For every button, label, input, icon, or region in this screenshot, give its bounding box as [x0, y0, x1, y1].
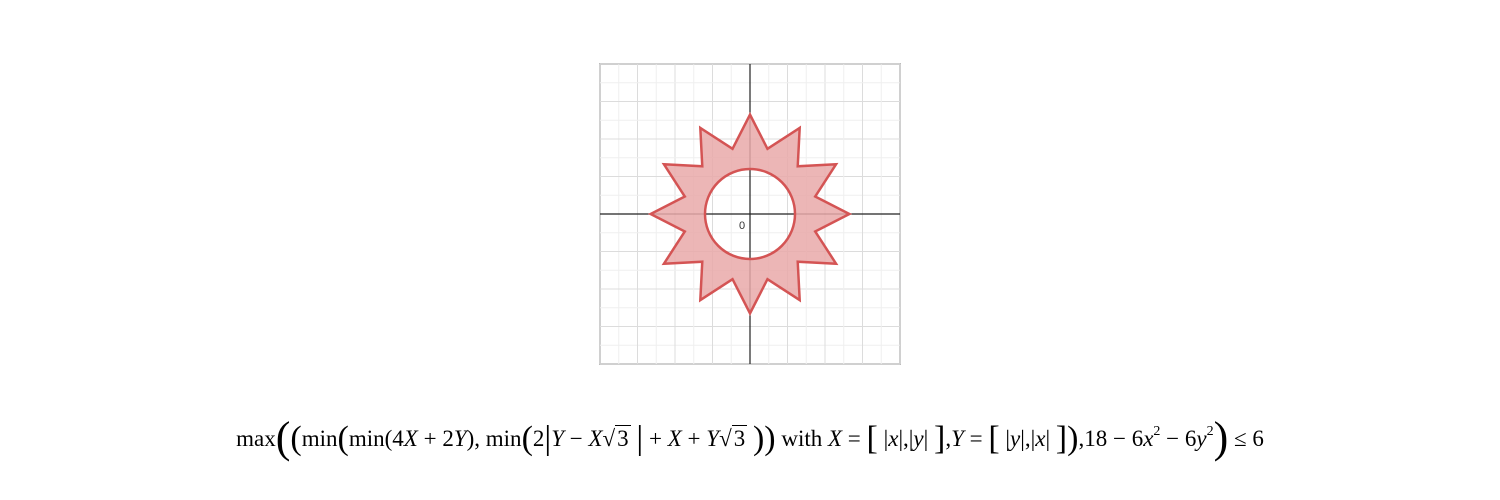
origin-label: 0 [739, 220, 745, 232]
min-fn-1: min [348, 426, 385, 451]
shaded-region [647, 111, 853, 317]
rhs-value: 6 [1252, 426, 1264, 451]
graph-panel: 0 [599, 63, 901, 365]
max-fn: max [236, 426, 276, 451]
with-keyword: with [781, 426, 823, 451]
inequality-formula: max((min(min(4X + 2Y), min(2|Y − X√3 | +… [236, 413, 1264, 462]
min-fn-outer: min [301, 426, 338, 451]
le-sign: ≤ [1234, 426, 1247, 451]
graph-canvas: 0 [599, 63, 901, 365]
min-fn-2: min [485, 426, 522, 451]
